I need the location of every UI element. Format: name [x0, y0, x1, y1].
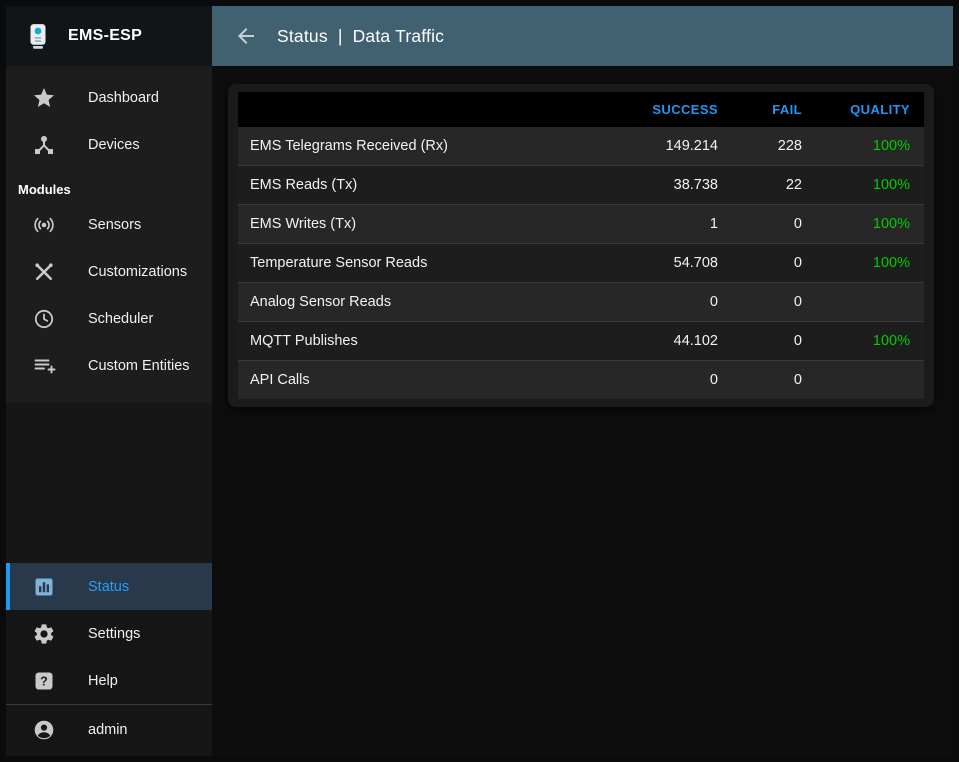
bar-chart-icon: [32, 575, 56, 599]
sidebar-item-label: Settings: [88, 625, 141, 642]
col-header-quality: QUALITY: [812, 92, 924, 127]
sidebar-item-help[interactable]: ? Help: [6, 657, 212, 704]
stat-quality: [812, 361, 924, 400]
stat-name: EMS Reads (Tx): [250, 177, 358, 193]
stat-name: Temperature Sensor Reads: [250, 255, 428, 271]
table-row: EMS Writes (Tx) 1 0 100%: [238, 204, 924, 244]
stat-fail: 0: [793, 333, 802, 349]
col-header-name: [238, 92, 606, 127]
stat-success: 1: [709, 216, 718, 232]
main-area: Status | Data Traffic SUCCESS FAIL QUALI…: [212, 6, 953, 756]
page-title: Status | Data Traffic: [277, 26, 444, 47]
stat-fail: 22: [785, 177, 802, 193]
back-arrow-icon[interactable]: [234, 23, 260, 49]
stat-quality: 100%: [872, 138, 910, 154]
stat-fail: 0: [793, 255, 802, 271]
sidebar-item-label: admin: [88, 721, 128, 738]
stat-success: 54.708: [673, 255, 718, 271]
col-header-success: SUCCESS: [606, 92, 728, 127]
sidebar-nav-top: Dashboard Devices Modules: [6, 66, 212, 403]
sidebar-item-customizations[interactable]: Customizations: [6, 248, 212, 295]
stat-success: 0: [709, 294, 718, 310]
sidebar-spacer: [6, 403, 212, 563]
sidebar-item-label: Sensors: [88, 216, 142, 233]
page-title-separator: |: [337, 25, 343, 46]
stat-success: 0: [709, 372, 718, 388]
ems-esp-logo-icon: [23, 21, 53, 51]
table-row: Analog Sensor Reads 0 0: [238, 282, 924, 322]
device-hub-icon: [32, 133, 56, 157]
col-header-fail: FAIL: [728, 92, 812, 127]
table-row: Temperature Sensor Reads 54.708 0 100%: [238, 243, 924, 283]
sidebar-item-status[interactable]: Status: [6, 563, 212, 610]
sidebar-item-label: Scheduler: [88, 310, 154, 327]
page-title-secondary: Data Traffic: [352, 25, 445, 46]
stat-fail: 0: [793, 372, 802, 388]
sidebar: EMS-ESP Dashboard Devices Modules: [6, 6, 212, 756]
sidebar-item-scheduler[interactable]: Scheduler: [6, 295, 212, 342]
table-row: MQTT Publishes 44.102 0 100%: [238, 321, 924, 361]
sidebar-item-label: Custom Entities: [88, 357, 190, 374]
stat-name: API Calls: [250, 372, 310, 388]
sidebar-item-label: Help: [88, 672, 118, 689]
help-icon: ?: [32, 669, 56, 693]
stat-name: EMS Telegrams Received (Rx): [250, 138, 448, 154]
stat-success: 149.214: [665, 138, 718, 154]
playlist-add-icon: [32, 354, 56, 378]
sidebar-item-devices[interactable]: Devices: [6, 121, 212, 168]
clock-icon: [32, 307, 56, 331]
stat-name: MQTT Publishes: [250, 333, 358, 349]
appbar: Status | Data Traffic: [212, 6, 953, 66]
sidebar-item-settings[interactable]: Settings: [6, 610, 212, 657]
account-icon: [32, 718, 56, 742]
stat-fail: 0: [793, 294, 802, 310]
stat-fail: 228: [777, 138, 802, 154]
data-traffic-table: SUCCESS FAIL QUALITY EMS Telegrams Recei…: [238, 92, 924, 399]
sidebar-item-label: Devices: [88, 136, 140, 153]
gear-icon: [32, 622, 56, 646]
sensors-icon: [32, 213, 56, 237]
table-header-row: SUCCESS FAIL QUALITY: [238, 92, 924, 127]
page-title-primary: Status: [277, 25, 328, 46]
stat-success: 44.102: [673, 333, 718, 349]
sidebar-item-dashboard[interactable]: Dashboard: [6, 74, 212, 121]
sidebar-header: EMS-ESP: [6, 6, 212, 66]
table-row: EMS Reads (Tx) 38.738 22 100%: [238, 165, 924, 205]
sidebar-item-label: Dashboard: [88, 89, 159, 106]
tools-icon: [32, 260, 56, 284]
stat-quality: 100%: [872, 177, 910, 193]
window: EMS-ESP Dashboard Devices Modules: [6, 6, 953, 756]
sidebar-section-modules: Modules: [18, 182, 71, 197]
sidebar-item-admin[interactable]: admin: [6, 705, 212, 754]
table-row: EMS Telegrams Received (Rx) 149.214 228 …: [238, 127, 924, 166]
app-title: EMS-ESP: [68, 27, 143, 44]
sidebar-nav-bottom: Status Settings ? Help: [6, 563, 212, 756]
table-row: API Calls 0 0: [238, 360, 924, 400]
sidebar-item-label: Customizations: [88, 263, 188, 280]
stat-quality: 100%: [872, 216, 910, 232]
sidebar-item-sensors[interactable]: Sensors: [6, 201, 212, 248]
stat-quality: 100%: [872, 255, 910, 271]
stat-quality: 100%: [872, 333, 910, 349]
data-traffic-card: SUCCESS FAIL QUALITY EMS Telegrams Recei…: [228, 84, 934, 407]
stat-fail: 0: [793, 216, 802, 232]
sidebar-item-custom-entities[interactable]: Custom Entities: [6, 342, 212, 389]
sidebar-item-label: Status: [88, 578, 130, 595]
stat-quality: [812, 283, 924, 322]
sidebar-divider: [6, 704, 212, 705]
stat-name: EMS Writes (Tx): [250, 216, 357, 232]
stat-success: 38.738: [673, 177, 718, 193]
svg-text:?: ?: [40, 674, 48, 688]
star-icon: [32, 86, 56, 110]
stat-name: Analog Sensor Reads: [250, 294, 392, 310]
content: SUCCESS FAIL QUALITY EMS Telegrams Recei…: [212, 66, 953, 756]
